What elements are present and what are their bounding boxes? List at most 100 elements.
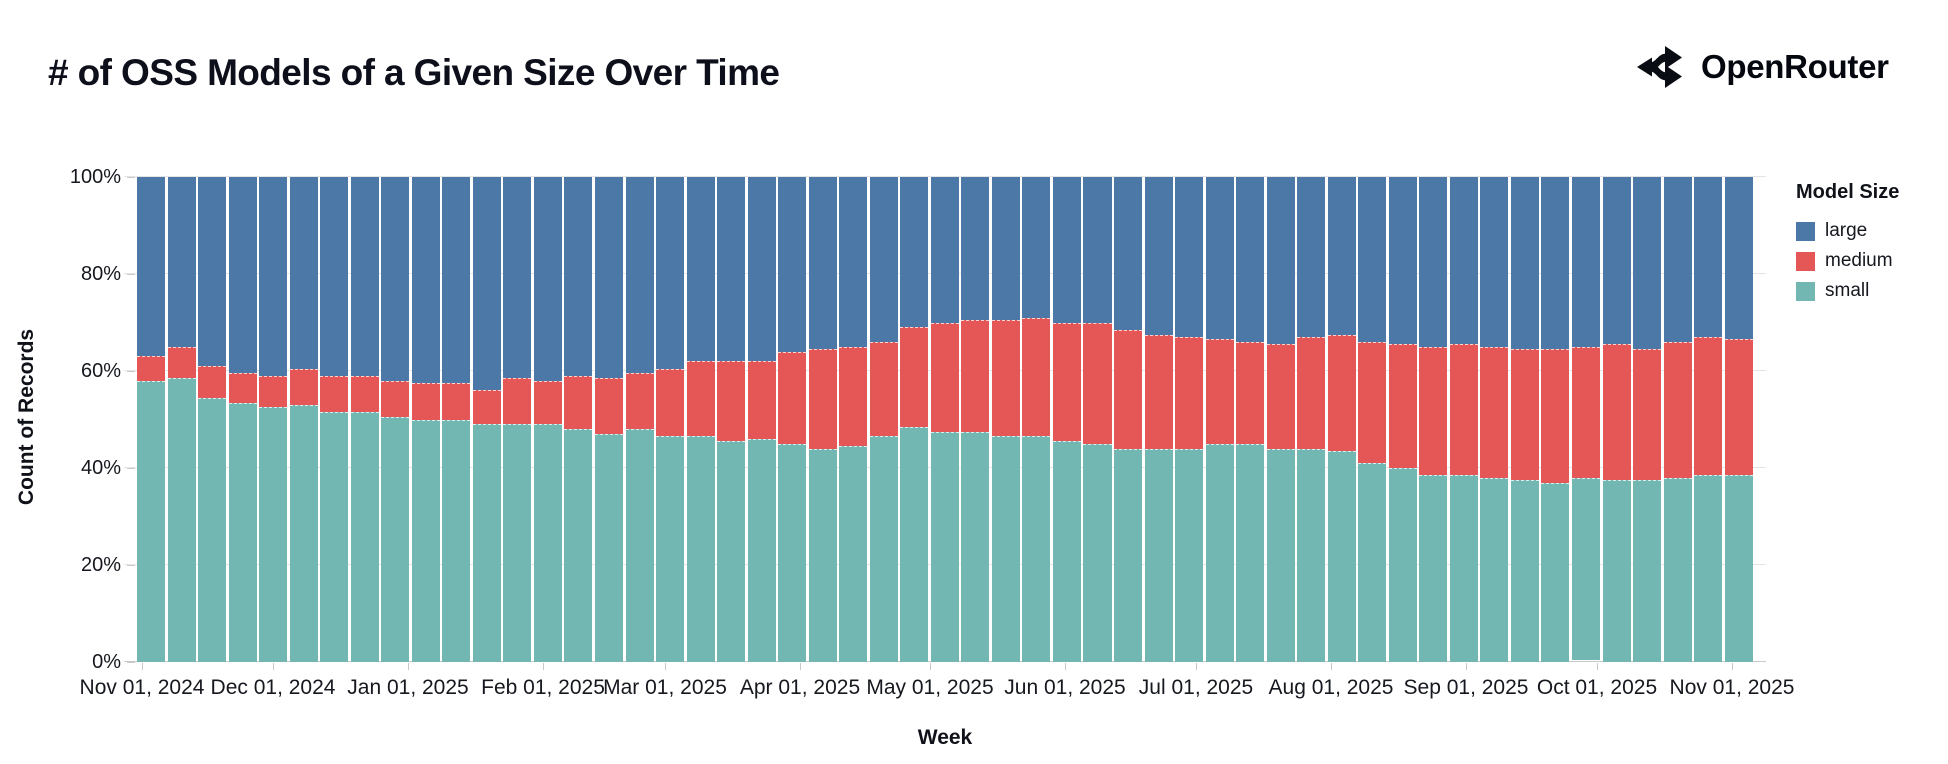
segment-small xyxy=(778,443,807,662)
legend-label: small xyxy=(1825,280,1870,301)
segment-small xyxy=(1083,443,1112,662)
legend-items: large medium small xyxy=(1796,216,1946,306)
segment-medium xyxy=(472,390,501,425)
segment-medium xyxy=(686,361,715,437)
segment-large xyxy=(625,177,654,374)
segment-medium xyxy=(533,380,562,425)
segment-large xyxy=(1327,177,1356,335)
segment-large xyxy=(259,177,288,376)
bar-week-Nov-15-2024 xyxy=(198,177,227,662)
segment-small xyxy=(1449,475,1478,662)
segment-small xyxy=(350,412,379,662)
segment-small xyxy=(320,412,349,662)
segment-small xyxy=(1327,451,1356,662)
segment-medium xyxy=(564,375,593,430)
segment-large xyxy=(1266,177,1295,345)
bar-week-Jun-27-2025 xyxy=(1175,177,1204,662)
segment-large xyxy=(808,177,837,350)
segment-medium xyxy=(991,320,1020,437)
bar-week-Apr-18-2025 xyxy=(869,177,898,662)
segment-medium xyxy=(1327,334,1356,452)
bar-week-Jun-13-2025 xyxy=(1114,177,1143,662)
bar-week-Feb-28-2025 xyxy=(656,177,685,662)
brand-name: OpenRouter xyxy=(1701,48,1889,85)
segment-large xyxy=(1419,177,1448,347)
bar-week-Mar-21-2025 xyxy=(747,177,776,662)
segment-small xyxy=(137,380,166,662)
bar-week-Jun-20-2025 xyxy=(1144,177,1173,662)
segment-small xyxy=(1602,480,1631,662)
segment-medium xyxy=(1510,349,1539,481)
segment-small xyxy=(1144,448,1173,662)
segment-medium xyxy=(869,341,898,437)
segment-small xyxy=(228,402,257,662)
segment-small xyxy=(1724,475,1753,662)
segment-small xyxy=(930,431,959,662)
bar-week-Mar-28-2025 xyxy=(778,177,807,662)
segment-large xyxy=(381,177,410,381)
segment-medium xyxy=(1236,341,1265,444)
segment-large xyxy=(1480,177,1509,347)
bar-week-Mar-14-2025 xyxy=(717,177,746,662)
segment-small xyxy=(472,424,501,662)
bar-week-Jan-24-2025 xyxy=(503,177,532,662)
bar-week-Oct-31-2025 xyxy=(1724,177,1753,662)
x-tick-mark xyxy=(1466,663,1467,670)
segment-large xyxy=(1633,177,1662,350)
segment-medium xyxy=(198,366,227,398)
segment-medium xyxy=(1052,322,1081,442)
bar-week-Dec-06-2024 xyxy=(289,177,318,662)
segment-small xyxy=(289,404,318,662)
segment-large xyxy=(1083,177,1112,323)
segment-medium xyxy=(1541,349,1570,483)
legend-entry-large: large xyxy=(1796,216,1946,246)
bar-week-Aug-22-2025 xyxy=(1419,177,1448,662)
y-tick-mark xyxy=(127,662,135,663)
x-tick-mark xyxy=(1597,663,1598,670)
segment-small xyxy=(1419,475,1448,662)
segment-medium xyxy=(167,346,196,379)
segment-large xyxy=(1175,177,1204,338)
segment-large xyxy=(320,177,349,376)
segment-small xyxy=(503,424,532,662)
segment-large xyxy=(1694,177,1723,338)
segment-large xyxy=(289,177,318,369)
segment-large xyxy=(930,177,959,323)
segment-small xyxy=(442,419,471,662)
segment-medium xyxy=(1694,337,1723,476)
segment-large xyxy=(564,177,593,376)
segment-small xyxy=(1205,443,1234,662)
segment-medium xyxy=(1175,337,1204,449)
bar-week-Jun-06-2025 xyxy=(1083,177,1112,662)
segment-medium xyxy=(1266,344,1295,449)
segment-large xyxy=(869,177,898,342)
segment-medium xyxy=(503,378,532,425)
bar-week-Dec-27-2024 xyxy=(381,177,410,662)
segment-large xyxy=(1510,177,1539,350)
segment-small xyxy=(1633,480,1662,662)
segment-large xyxy=(1388,177,1417,345)
x-tick-label: May 01, 2025 xyxy=(866,676,994,699)
legend-swatch-small xyxy=(1796,281,1815,301)
segment-large xyxy=(747,177,776,362)
segment-medium xyxy=(808,349,837,449)
openrouter-logo-icon xyxy=(1636,44,1688,90)
segment-medium xyxy=(1602,344,1631,481)
bar-week-Oct-24-2025 xyxy=(1694,177,1723,662)
legend-swatch-large xyxy=(1796,221,1815,241)
segment-medium xyxy=(900,327,929,427)
segment-large xyxy=(1236,177,1265,342)
segment-large xyxy=(1114,177,1143,330)
legend-label: medium xyxy=(1825,250,1893,271)
segment-small xyxy=(259,407,288,662)
bar-week-Jan-17-2025 xyxy=(472,177,501,662)
x-tick-label: Dec 01, 2024 xyxy=(210,676,336,699)
bar-week-Sep-19-2025 xyxy=(1541,177,1570,662)
segment-large xyxy=(778,177,807,352)
segment-medium xyxy=(1663,341,1692,478)
segment-small xyxy=(747,438,776,662)
bar-week-Dec-13-2024 xyxy=(320,177,349,662)
segment-small xyxy=(869,436,898,662)
y-tick-label: 80% xyxy=(80,263,121,285)
segment-medium xyxy=(1633,349,1662,481)
